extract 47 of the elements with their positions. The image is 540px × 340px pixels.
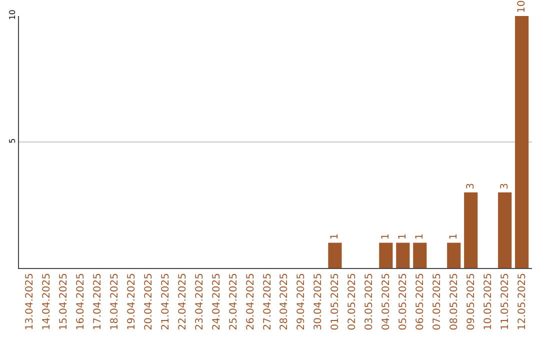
data-label: 1 bbox=[414, 233, 426, 240]
data-label: 1 bbox=[329, 233, 340, 240]
x-tick-label: 19.04.2025 bbox=[126, 273, 138, 330]
x-tick-label: 18.04.2025 bbox=[109, 273, 120, 330]
bar bbox=[464, 192, 478, 268]
x-tick-label: 03.05.2025 bbox=[364, 273, 376, 330]
x-tick-label: 04.05.2025 bbox=[381, 273, 392, 330]
bar bbox=[498, 192, 512, 268]
x-tick-label: 10.05.2025 bbox=[483, 273, 494, 330]
x-tick-label: 16.04.2025 bbox=[75, 273, 86, 330]
bar bbox=[328, 242, 342, 268]
x-tick-label: 13.04.2025 bbox=[24, 273, 36, 330]
x-tick-label: 12.05.2025 bbox=[517, 273, 528, 330]
data-label: 1 bbox=[397, 233, 408, 240]
x-tick-label: 20.04.2025 bbox=[143, 273, 154, 330]
data-label: 1 bbox=[380, 233, 392, 240]
x-tick-label: 07.05.2025 bbox=[432, 273, 444, 330]
bar bbox=[447, 242, 461, 268]
bar bbox=[413, 242, 427, 268]
x-tick-label: 22.04.2025 bbox=[177, 273, 188, 330]
x-tick-label: 30.04.2025 bbox=[313, 273, 324, 330]
x-tick-label: 05.05.2025 bbox=[398, 273, 410, 330]
x-tick-label: 06.05.2025 bbox=[415, 273, 426, 330]
x-tick-label: 24.04.2025 bbox=[211, 273, 222, 330]
data-label: 1 bbox=[448, 233, 460, 240]
y-tick-label: 5 bbox=[8, 138, 17, 144]
data-label: 10 bbox=[516, 0, 528, 13]
x-tick-label: 25.04.2025 bbox=[228, 273, 240, 330]
x-tick-label: 27.04.2025 bbox=[262, 273, 274, 330]
data-label: 3 bbox=[465, 183, 476, 190]
bar bbox=[379, 242, 393, 268]
x-tick-label: 17.04.2025 bbox=[92, 273, 104, 330]
x-tick-label: 15.04.2025 bbox=[58, 273, 70, 330]
bar bbox=[396, 242, 410, 268]
x-tick-label: 21.04.2025 bbox=[160, 273, 172, 330]
data-label: 3 bbox=[499, 183, 510, 190]
x-tick-label: 23.04.2025 bbox=[194, 273, 206, 330]
x-tick-label: 02.05.2025 bbox=[347, 273, 358, 330]
x-tick-label: 29.04.2025 bbox=[296, 273, 308, 330]
x-tick-label: 08.05.2025 bbox=[449, 273, 460, 330]
bar bbox=[515, 16, 529, 268]
x-tick-label: 09.05.2025 bbox=[466, 273, 478, 330]
x-tick-label: 28.04.2025 bbox=[279, 273, 290, 330]
x-tick-label: 11.05.2025 bbox=[500, 273, 512, 330]
x-tick-label: 26.04.2025 bbox=[245, 273, 256, 330]
x-tick-label: 01.05.2025 bbox=[330, 273, 342, 330]
x-tick-label: 14.04.2025 bbox=[41, 273, 52, 330]
